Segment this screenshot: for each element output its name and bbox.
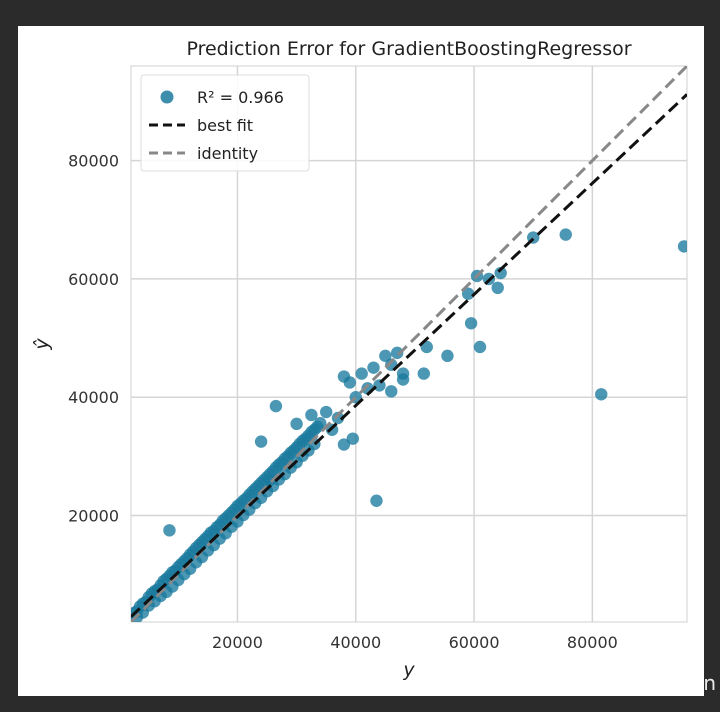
scatter-point	[305, 408, 318, 422]
scatter-point	[269, 399, 283, 413]
y-tick-label: 40000	[68, 388, 119, 407]
figure-frame: Prediction Error for GradientBoostingReg…	[18, 26, 704, 696]
scatter-point	[379, 349, 392, 363]
scatter-point	[420, 340, 433, 354]
x-tick-label: 20000	[212, 633, 263, 652]
scatter-point	[417, 367, 430, 380]
legend: R² = 0.966 best fit identity	[140, 74, 310, 172]
scatter-point	[355, 367, 368, 380]
scatter-point	[385, 385, 398, 398]
scatter-point	[464, 317, 478, 330]
scatter-point	[331, 411, 345, 425]
scatter-point	[461, 287, 475, 300]
legend-marker	[160, 90, 174, 104]
legend-box	[140, 74, 310, 172]
scatter-point	[441, 349, 454, 363]
scatter-point	[263, 473, 277, 487]
scatter-point	[254, 435, 268, 448]
scatter-point	[473, 340, 487, 354]
scatter-point	[163, 524, 176, 537]
legend-label: identity	[197, 144, 258, 163]
scatter-point	[370, 494, 383, 507]
scatter-point	[494, 266, 507, 280]
y-tick-label: 60000	[68, 270, 119, 289]
x-axis-label: y	[402, 659, 415, 681]
scatter-point	[343, 376, 357, 389]
y-tick-label: 20000	[68, 507, 119, 526]
scatter-point	[314, 417, 327, 430]
chart-title: Prediction Error for GradientBoostingReg…	[186, 38, 631, 60]
y-tick-labels: 20000 40000 60000 80000	[68, 152, 119, 526]
scatter-point	[559, 228, 572, 241]
scatter-point	[319, 405, 333, 419]
x-tick-label: 60000	[449, 633, 500, 652]
y-axis-label: ŷ	[31, 338, 53, 351]
prediction-error-plot: Prediction Error for GradientBoostingReg…	[31, 38, 688, 681]
scatter-point	[367, 361, 380, 374]
x-tick-label: 40000	[330, 633, 381, 652]
legend-label: R² = 0.966	[197, 88, 284, 107]
scatter-point	[677, 240, 687, 253]
scatter-point	[290, 417, 303, 431]
legend-label: best fit	[197, 116, 253, 135]
best-fit-line	[131, 93, 687, 618]
scatter-point	[491, 281, 504, 295]
scatter-point	[595, 388, 608, 401]
x-tick-labels: 20000 40000 60000 80000	[212, 633, 618, 652]
x-tick-label: 80000	[567, 633, 618, 652]
scatter-point	[346, 432, 360, 445]
scatter-point	[337, 438, 351, 451]
y-tick-label: 80000	[68, 152, 119, 171]
scatter-point	[390, 346, 404, 360]
watermark: 知乎 @Alan	[605, 671, 716, 695]
scatter-point	[396, 373, 410, 386]
